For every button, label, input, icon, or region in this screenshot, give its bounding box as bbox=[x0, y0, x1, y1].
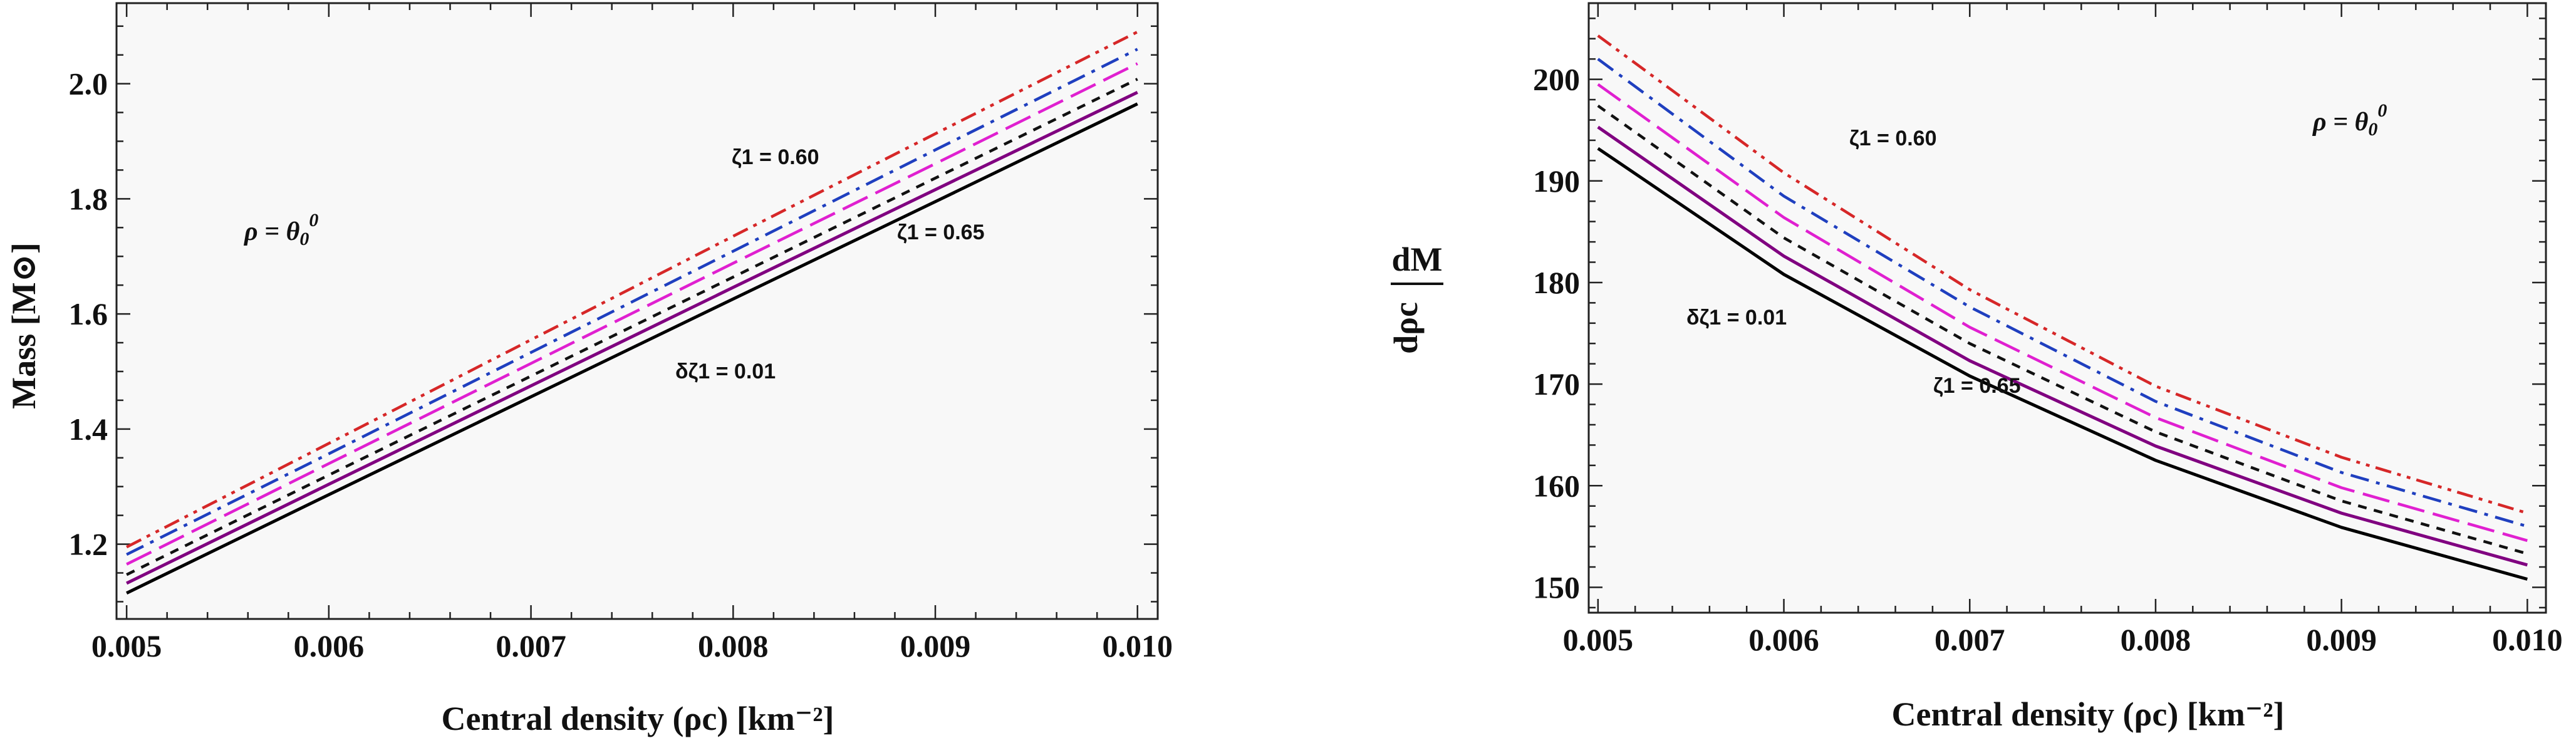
mass-series-line-1 bbox=[126, 30, 1138, 549]
mass-x-tick-label: 0.009 bbox=[900, 628, 971, 663]
derivative-series-line-6 bbox=[1597, 147, 2528, 581]
derivative-y-tick-label: 160 bbox=[1533, 468, 1580, 503]
derivative-series-line-2 bbox=[1597, 58, 2528, 528]
mass-delta-annotation: δζ1 = 0.01 bbox=[675, 360, 776, 383]
derivative-series-line-4 bbox=[1597, 104, 2528, 556]
mass-x-tick-label: 0.005 bbox=[91, 628, 162, 663]
mass-y-tick-label: 1.4 bbox=[69, 412, 108, 447]
mass-zeta-bottom-annotation: ζ1 = 0.65 bbox=[897, 221, 985, 244]
derivative-x-tick-label: 0.008 bbox=[2121, 622, 2191, 657]
derivative-chart-frame bbox=[1587, 2, 2547, 614]
mass-x-tick-label: 0.006 bbox=[294, 628, 365, 663]
mass-y-axis-label: Mass [M⊙] bbox=[5, 242, 43, 409]
derivative-x-axis-label: Central density (ρc) [km⁻²] bbox=[1892, 695, 2285, 733]
derivative-x-tick-label: 0.005 bbox=[1563, 622, 1634, 657]
mass-chart-ticks: 0.005 0.006 0.007 0.008 0.009 0.010 1.2 1.4 1.6 1… bbox=[69, 3, 1173, 663]
derivative-rho-annotation: ρ = θ00 bbox=[2312, 100, 2387, 140]
mass-series-line-2 bbox=[126, 48, 1138, 556]
derivative-series-line-3 bbox=[1597, 83, 2528, 543]
mass-series-line-5 bbox=[126, 91, 1138, 585]
derivative-y-axis-denominator: dρc bbox=[1387, 302, 1425, 354]
derivative-x-tick-label: 0.006 bbox=[1748, 622, 1819, 657]
derivative-zeta-bottom-annotation: ζ1 = 0.65 bbox=[1933, 374, 2021, 398]
derivative-y-tick-label: 200 bbox=[1533, 62, 1580, 97]
derivative-x-tick-label: 0.009 bbox=[2306, 622, 2377, 657]
derivative-series-line-5 bbox=[1597, 125, 2528, 567]
derivative-x-tick-label: 0.007 bbox=[1935, 622, 2005, 657]
mass-chart-series bbox=[126, 30, 1138, 595]
mass-rho-annotation: ρ = θ00 bbox=[243, 210, 318, 249]
derivative-delta-annotation: δζ1 = 0.01 bbox=[1686, 306, 1787, 330]
mass-series-line-4 bbox=[126, 78, 1138, 576]
mass-zeta-top-annotation: ζ1 = 0.60 bbox=[732, 145, 819, 169]
mass-series-line-3 bbox=[126, 62, 1138, 566]
mass-y-tick-label: 2.0 bbox=[69, 66, 108, 101]
derivative-y-tick-label: 150 bbox=[1533, 569, 1580, 605]
mass-chart: 0.005 0.006 0.007 0.008 0.009 0.010 1.2 1.4 1.6 1… bbox=[5, 2, 1173, 737]
derivative-chart: 0.005 0.006 0.007 0.008 0.009 0.010 150 160 170 1… bbox=[1387, 2, 2563, 733]
mass-x-tick-label: 0.008 bbox=[698, 628, 769, 663]
derivative-y-tick-label: 180 bbox=[1533, 265, 1580, 300]
mass-y-tick-label: 1.8 bbox=[69, 181, 108, 216]
derivative-y-axis-numerator: dM bbox=[1392, 241, 1443, 278]
mass-y-tick-label: 1.6 bbox=[69, 296, 108, 331]
mass-x-tick-label: 0.007 bbox=[496, 628, 566, 663]
mass-y-tick-label: 1.2 bbox=[69, 527, 108, 562]
derivative-y-tick-label: 190 bbox=[1533, 164, 1580, 199]
derivative-y-tick-label: 170 bbox=[1533, 366, 1580, 402]
derivative-chart-series bbox=[1597, 34, 2528, 581]
mass-series-line-6 bbox=[126, 102, 1138, 595]
derivative-series-line-1 bbox=[1597, 34, 2528, 515]
derivative-x-tick-label: 0.010 bbox=[2492, 622, 2563, 657]
derivative-chart-ticks: 0.005 0.006 0.007 0.008 0.009 0.010 150 160 170 1… bbox=[1533, 3, 2563, 657]
mass-x-tick-label: 0.010 bbox=[1102, 628, 1173, 663]
derivative-zeta-top-annotation: ζ1 = 0.60 bbox=[1849, 127, 1937, 150]
mass-x-axis-label: Central density (ρc) [km⁻²] bbox=[442, 700, 834, 737]
